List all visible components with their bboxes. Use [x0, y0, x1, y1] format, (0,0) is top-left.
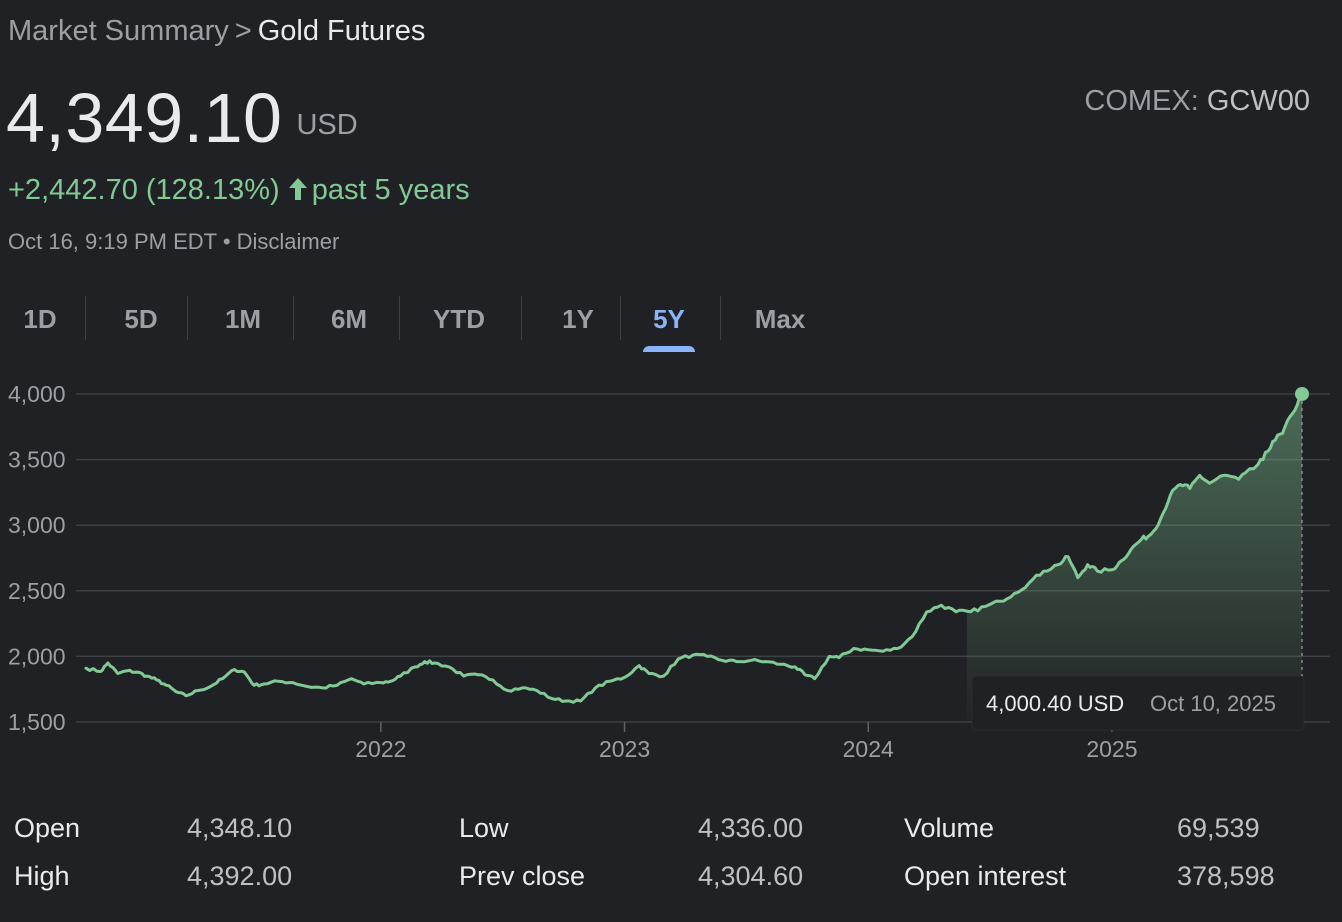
breadcrumb: Market Summary > Gold Futures: [8, 12, 425, 50]
stat-volume-label: Volume: [904, 813, 995, 843]
tab-divider: [187, 296, 188, 340]
y-tick-label: 3,500: [8, 447, 66, 473]
price-change-value: +2,442.70 (128.13%): [8, 174, 280, 206]
tab-divider: [720, 296, 721, 340]
tooltip-value: 4,000.40 USD: [986, 691, 1124, 716]
ticker-code: GCW00: [1206, 85, 1310, 117]
arrow-up-icon: [288, 172, 308, 212]
tab-ytd[interactable]: YTD: [433, 303, 485, 334]
tab-1d[interactable]: 1D: [23, 303, 57, 334]
current-price: 4,349.10: [6, 79, 283, 157]
tab-5y[interactable]: 5Y: [643, 292, 695, 352]
y-tick-label: 2,500: [8, 578, 66, 604]
tab-divider: [293, 296, 294, 340]
price-currency: USD: [296, 109, 358, 141]
tab-divider: [620, 296, 621, 340]
quote-timestamp-row: Oct 16, 9:19 PM EDT • Disclaimer: [8, 228, 339, 256]
price-change-period: past 5 years: [311, 174, 470, 206]
quote-stats: Open 4,348.10 High 4,392.00 Low 4,336.00…: [0, 805, 1342, 905]
x-tick-label: 2022: [355, 736, 406, 762]
tab-divider: [85, 296, 86, 340]
y-tick-label: 2,000: [8, 643, 66, 669]
stat-high-label: High: [14, 861, 70, 891]
tab-5d[interactable]: 5D: [124, 303, 158, 334]
stat-open-interest-label: Open interest: [904, 861, 1067, 891]
stat-open-interest-value: 378,598: [1177, 861, 1275, 891]
breadcrumb-current: Gold Futures: [257, 15, 426, 47]
disclaimer-link[interactable]: Disclaimer: [236, 229, 340, 254]
tab-6m[interactable]: 6M: [330, 303, 368, 334]
stat-prev-close-value: 4,304.60: [698, 861, 804, 891]
x-tick-label: 2023: [599, 736, 650, 762]
stat-low-label: Low: [459, 813, 509, 843]
stat-high-value: 4,392.00: [187, 861, 293, 891]
quote-timestamp: Oct 16, 9:19 PM EDT: [8, 229, 217, 254]
price-row: 4,349.10 USD: [6, 78, 358, 158]
stat-open-value: 4,348.10: [187, 813, 293, 843]
y-tick-label: 1,500: [8, 709, 66, 735]
range-tabs: 1D 5D 1M 6M YTD 1Y 5Y Max: [0, 292, 830, 352]
stat-open-label: Open: [14, 813, 81, 843]
price-line: [84, 392, 1304, 704]
y-tick-label: 4,000: [8, 381, 66, 407]
tab-divider: [521, 296, 522, 340]
tab-divider: [399, 296, 400, 340]
breadcrumb-market-summary[interactable]: Market Summary: [8, 15, 229, 47]
price-change: +2,442.70 (128.13%) past 5 years: [8, 170, 470, 212]
price-area: [966, 393, 1302, 722]
tooltip-date: Oct 10, 2025: [1150, 691, 1276, 716]
stat-prev-close-label: Prev close: [459, 861, 586, 891]
y-tick-label: 3,000: [8, 512, 66, 538]
active-tab-indicator: [643, 346, 695, 352]
price-chart[interactable]: 4,000 3,500 3,000 2,500 2,000 1,500 2022 2023 2…: [0, 370, 1342, 770]
stat-volume-value: 69,539: [1177, 813, 1260, 843]
ticker-exchange: COMEX:: [1084, 85, 1199, 117]
tab-max[interactable]: Max: [754, 303, 806, 334]
x-tick-label: 2025: [1086, 736, 1137, 762]
chart-tooltip: 4,000.40 USD Oct 10, 2025: [971, 675, 1305, 731]
hover-point: [1295, 386, 1309, 401]
ticker-symbol: COMEX: GCW00: [1084, 82, 1310, 120]
breadcrumb-separator: >: [234, 15, 252, 47]
x-tick-label: 2024: [843, 736, 894, 762]
tab-1m[interactable]: 1M: [224, 303, 262, 334]
tab-1y[interactable]: 1Y: [562, 303, 594, 334]
timestamp-separator: •: [222, 229, 231, 254]
stat-low-value: 4,336.00: [698, 813, 804, 843]
